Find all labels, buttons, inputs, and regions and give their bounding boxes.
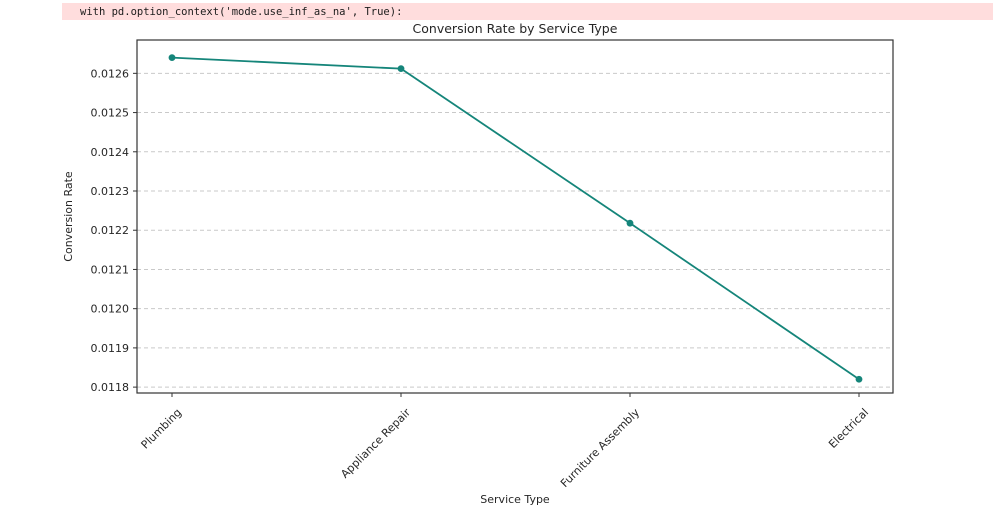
data-point — [626, 219, 634, 227]
data-point — [397, 65, 405, 73]
chart-title: Conversion Rate by Service Type — [413, 21, 618, 36]
y-tick-label: 0.0122 — [91, 224, 130, 237]
x-axis-label: Service Type — [480, 493, 550, 506]
warning-code-text: with pd.option_context('mode.use_inf_as_… — [80, 5, 403, 18]
data-point — [168, 54, 176, 62]
y-tick-label: 0.0119 — [91, 342, 130, 355]
y-tick-label: 0.0121 — [91, 263, 130, 276]
warning-banner: with pd.option_context('mode.use_inf_as_… — [62, 3, 993, 20]
y-axis-label: Conversion Rate — [62, 171, 75, 262]
line-chart: 0.0118 0.0119 0.0120 0.0121 0.0122 0.0123 0.01… — [62, 21, 894, 506]
y-tick-label: 0.0118 — [91, 381, 130, 394]
y-tick-label: 0.0123 — [91, 185, 130, 198]
data-line — [171, 56, 860, 381]
x-tick-label: Appliance Repair — [338, 406, 413, 481]
x-tick-label: Plumbing — [139, 406, 185, 452]
x-tick-label: Furniture Assembly — [558, 406, 642, 490]
data-point — [855, 375, 863, 383]
y-tick-label: 0.0120 — [91, 303, 130, 316]
x-tick-label: Electrical — [826, 406, 871, 451]
y-tick-label: 0.0126 — [91, 67, 130, 80]
chart-figure: 0.0118 0.0119 0.0120 0.0121 0.0122 0.0123 0.01… — [0, 20, 1000, 520]
y-tick-label: 0.0124 — [91, 146, 130, 159]
y-tick-label: 0.0125 — [91, 107, 130, 120]
plot-border — [136, 39, 894, 394]
